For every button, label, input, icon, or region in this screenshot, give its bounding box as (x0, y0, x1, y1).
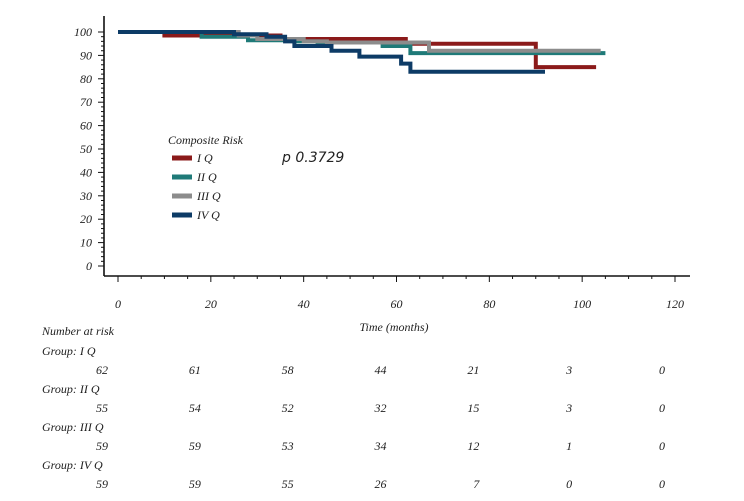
risk-count: 12 (467, 439, 479, 453)
x-tick-label: 80 (483, 297, 495, 311)
y-tick-label: 50 (80, 142, 92, 156)
risk-count: 21 (467, 363, 479, 377)
risk-count: 59 (189, 439, 201, 453)
risk-count: 3 (565, 401, 572, 415)
risk-group-label: Group: IV Q (42, 458, 103, 472)
y-tick-label: 70 (80, 95, 92, 109)
risk-count: 62 (96, 363, 108, 377)
p-value-label: p 0.3729 (281, 150, 344, 166)
x-tick-label: 20 (205, 297, 217, 311)
risk-count: 0 (659, 477, 665, 491)
x-tick-label: 100 (573, 297, 591, 311)
risk-count: 0 (659, 439, 665, 453)
risk-count: 15 (467, 401, 479, 415)
risk-count: 32 (374, 401, 387, 415)
axes: 0 10 20 30 40 50 60 70 80 90 100 0 20 40 60 80 100 120 (74, 16, 690, 311)
y-tick-label: 10 (80, 236, 92, 250)
risk-count: 7 (473, 477, 480, 491)
survival-curves (118, 30, 606, 74)
x-tick-label: 60 (391, 297, 403, 311)
y-tick-label: 80 (80, 72, 92, 86)
x-axis-title: Time (months) (360, 320, 429, 334)
risk-count: 55 (282, 477, 294, 491)
risk-count: 0 (566, 477, 572, 491)
risk-count: 0 (659, 363, 665, 377)
y-tick-label: 30 (79, 189, 92, 203)
legend-label: I Q (196, 151, 213, 165)
risk-group-label: Group: III Q (42, 420, 104, 434)
risk-count: 34 (374, 439, 387, 453)
legend-label: III Q (196, 189, 221, 203)
x-tick-label: 120 (666, 297, 684, 311)
legend-label: II Q (196, 170, 217, 184)
risk-count: 58 (282, 363, 294, 377)
risk-count: 53 (282, 439, 294, 453)
y-tick-label: 0 (86, 259, 92, 273)
risk-count: 59 (189, 477, 201, 491)
risk-count: 1 (566, 439, 572, 453)
risk-count: 59 (96, 477, 108, 491)
risk-count: 0 (659, 401, 665, 415)
risk-group-label: Group: II Q (42, 382, 100, 396)
legend-title: Composite Risk (168, 133, 244, 147)
y-tick-label: 100 (74, 25, 92, 39)
y-tick-label: 90 (80, 48, 92, 62)
risk-table-title: Number at risk (41, 324, 115, 338)
x-tick-label: 40 (298, 297, 310, 311)
survival-curve-4 (118, 30, 545, 74)
x-tick-label: 0 (115, 297, 121, 311)
risk-count: 59 (96, 439, 108, 453)
y-tick-label: 20 (80, 212, 92, 226)
risk-count: 61 (189, 363, 201, 377)
risk-count: 44 (375, 363, 387, 377)
risk-count: 55 (96, 401, 108, 415)
legend-label: IV Q (196, 208, 220, 222)
y-tick-label: 60 (80, 119, 92, 133)
risk-group-label: Group: I Q (42, 344, 96, 358)
risk-count: 3 (565, 363, 572, 377)
legend: Composite Risk I Q II Q III Q IV Q (168, 133, 244, 222)
risk-count: 26 (375, 477, 387, 491)
y-tick-label: 40 (80, 165, 92, 179)
risk-count: 52 (282, 401, 294, 415)
risk-count: 54 (189, 401, 201, 415)
number-at-risk-table: Number at risk Group: I Q62 61 58 44 21 3 0 Gro… (41, 324, 665, 491)
